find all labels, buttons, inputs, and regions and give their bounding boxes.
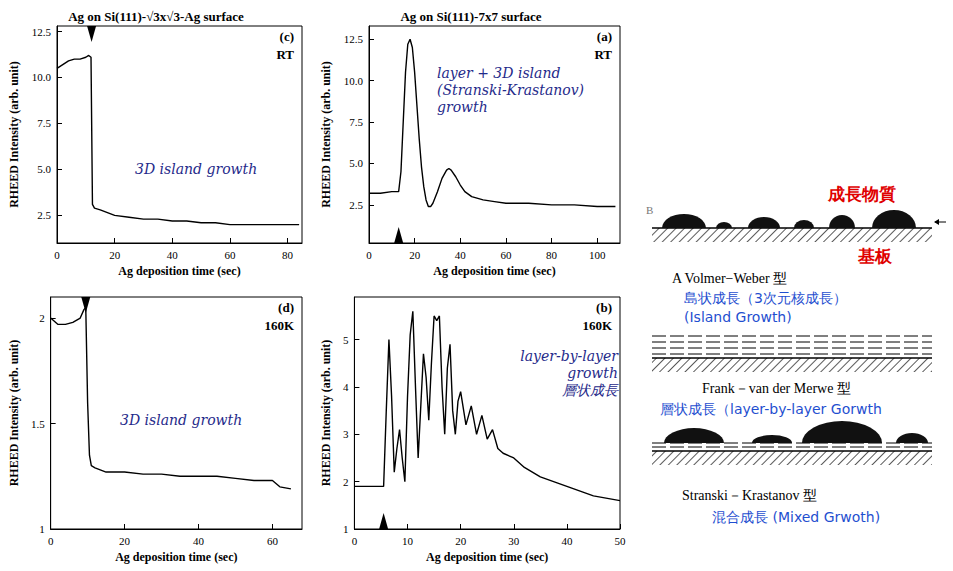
svg-text:Ag deposition time (sec): Ag deposition time (sec) <box>433 264 555 278</box>
svg-text:layer + 3D island: layer + 3D island <box>437 65 560 81</box>
svg-text:Frank－van der Merwe 型: Frank－van der Merwe 型 <box>702 381 851 396</box>
svg-text:(b): (b) <box>596 300 612 315</box>
svg-text:(a): (a) <box>597 29 612 44</box>
svg-text:3D island growth: 3D island growth <box>120 412 242 428</box>
svg-text:RT: RT <box>594 47 612 62</box>
svg-text:160K: 160K <box>582 318 613 333</box>
svg-text:3: 3 <box>343 428 349 440</box>
svg-text:(Stranski-Krastanov): (Stranski-Krastanov) <box>437 82 584 98</box>
svg-text:layer-by-layer: layer-by-layer <box>520 348 619 364</box>
svg-text:40: 40 <box>561 535 573 547</box>
svg-text:60: 60 <box>224 249 236 261</box>
svg-text:混合成長 (Mixed Grwoth): 混合成長 (Mixed Grwoth) <box>712 509 880 525</box>
svg-text:4: 4 <box>343 381 349 393</box>
svg-text:Ag on Si(111)-7x7 surface: Ag on Si(111)-7x7 surface <box>400 9 541 24</box>
svg-text:2: 2 <box>39 312 45 324</box>
svg-text:5.0: 5.0 <box>37 163 51 175</box>
svg-text:RT: RT <box>276 47 294 62</box>
svg-text:1: 1 <box>343 523 349 535</box>
svg-text:層状成長: 層状成長 <box>562 382 619 398</box>
svg-text:島状成長（3次元核成長）: 島状成長（3次元核成長） <box>684 290 847 306</box>
svg-text:40: 40 <box>455 249 467 261</box>
svg-text:RHEED Intensity (arb. unit): RHEED Intensity (arb. unit) <box>7 61 21 208</box>
svg-text:0: 0 <box>48 535 54 547</box>
svg-text:12.5: 12.5 <box>32 26 52 38</box>
svg-text:40: 40 <box>167 249 179 261</box>
svg-text:100: 100 <box>589 249 606 261</box>
svg-text:5: 5 <box>343 334 349 346</box>
svg-text:80: 80 <box>546 249 558 261</box>
svg-text:Ag deposition time (sec): Ag deposition time (sec) <box>426 550 548 564</box>
svg-text:10: 10 <box>402 535 414 547</box>
svg-text:(Island Growth): (Island Growth) <box>684 309 792 325</box>
svg-text:20: 20 <box>409 249 421 261</box>
svg-text:1: 1 <box>39 523 45 535</box>
svg-text:(d): (d) <box>278 300 294 315</box>
svg-text:60: 60 <box>267 535 279 547</box>
svg-text:成長物質: 成長物質 <box>827 184 896 204</box>
svg-text:7.5: 7.5 <box>37 117 51 129</box>
svg-text:Ag deposition time (sec): Ag deposition time (sec) <box>115 550 237 564</box>
svg-text:A Volmer−Weber 型: A Volmer−Weber 型 <box>672 271 787 286</box>
svg-text:40: 40 <box>193 535 205 547</box>
svg-text:80: 80 <box>282 249 294 261</box>
svg-text:基板: 基板 <box>857 246 893 266</box>
svg-text:growth: growth <box>437 99 488 115</box>
svg-text:10.0: 10.0 <box>344 75 364 87</box>
svg-text:60: 60 <box>500 249 512 261</box>
svg-text:1.5: 1.5 <box>31 418 45 430</box>
svg-text:Stranski－Krastanov 型: Stranski－Krastanov 型 <box>682 488 817 503</box>
svg-text:growth: growth <box>567 365 618 381</box>
svg-text:(c): (c) <box>280 29 294 44</box>
svg-text:B: B <box>646 204 653 216</box>
svg-text:30: 30 <box>508 535 520 547</box>
svg-text:2.5: 2.5 <box>37 209 51 221</box>
svg-text:Ag on Si(111)-√3x√3-Ag surface: Ag on Si(111)-√3x√3-Ag surface <box>68 9 244 24</box>
svg-text:RHEED Intensity (arb. unit): RHEED Intensity (arb. unit) <box>319 61 333 208</box>
svg-text:20: 20 <box>109 249 121 261</box>
svg-text:層状成長（layer-by-layer Gorwth: 層状成長（layer-by-layer Gorwth <box>660 401 882 417</box>
svg-text:20: 20 <box>455 535 467 547</box>
svg-text:2: 2 <box>343 476 349 488</box>
svg-text:50: 50 <box>615 535 627 547</box>
svg-text:160K: 160K <box>264 318 295 333</box>
svg-text:10.0: 10.0 <box>32 71 52 83</box>
svg-text:RHEED Intensity (arb. unit): RHEED Intensity (arb. unit) <box>319 340 333 487</box>
svg-text:2.5: 2.5 <box>349 199 363 211</box>
svg-text:RHEED Intensity (arb. unit): RHEED Intensity (arb. unit) <box>7 340 21 487</box>
svg-text:12.5: 12.5 <box>344 33 364 45</box>
svg-text:20: 20 <box>119 535 131 547</box>
svg-text:Ag deposition time (sec): Ag deposition time (sec) <box>118 264 240 278</box>
svg-text:5.0: 5.0 <box>349 157 363 169</box>
svg-text:0: 0 <box>366 249 372 261</box>
svg-text:3D island growth: 3D island growth <box>135 161 257 177</box>
svg-text:0: 0 <box>54 249 60 261</box>
svg-text:0: 0 <box>352 535 358 547</box>
svg-text:7.5: 7.5 <box>349 116 363 128</box>
